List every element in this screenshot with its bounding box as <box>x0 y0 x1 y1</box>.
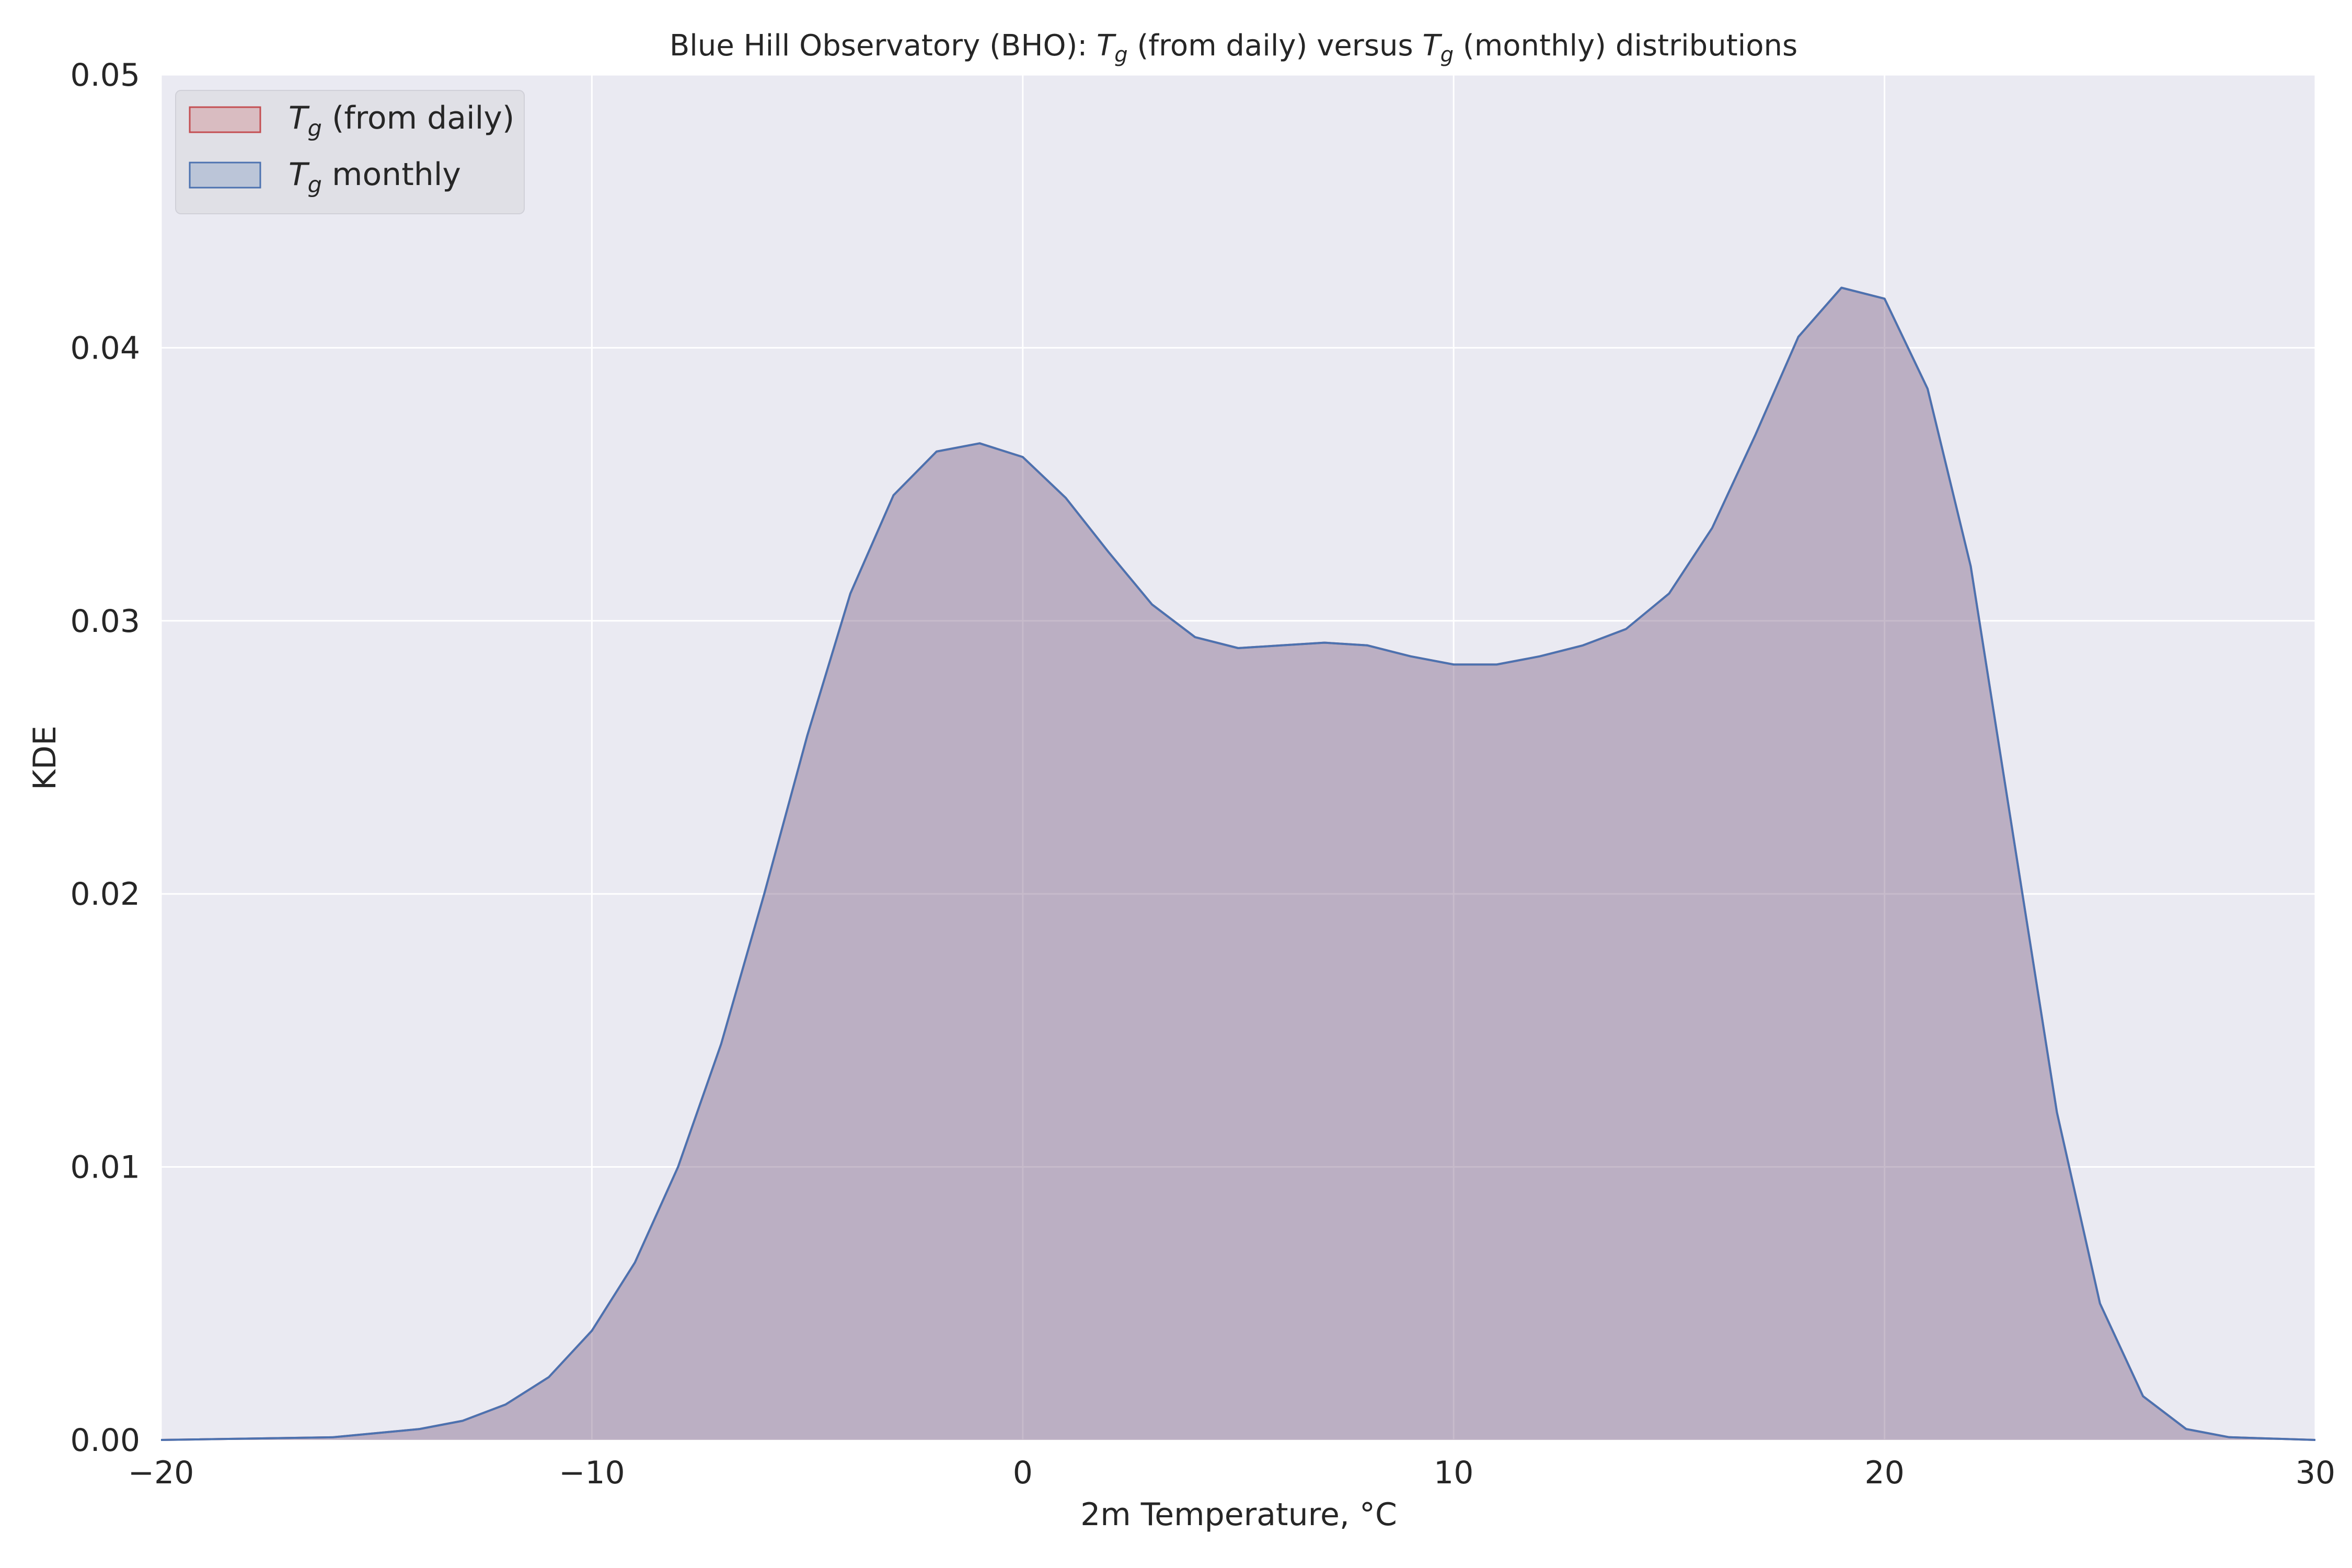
legend-frame <box>175 90 525 214</box>
y-tick-label-0: 0.00 <box>70 1422 140 1459</box>
legend-label-daily: Tg (from daily) <box>289 100 514 142</box>
chart-title: Blue Hill Observatory (BHO): Tg (from da… <box>670 29 1797 67</box>
legend-swatch-daily <box>189 106 261 133</box>
x-tick-label-3: 10 <box>1434 1455 1473 1491</box>
legend-label-monthly: Tg monthly <box>289 156 461 198</box>
kde-line-monthly <box>160 286 2316 1441</box>
y-tick-label-2: 0.02 <box>70 876 140 913</box>
y-axis-ticks: 0.00 0.01 0.02 0.03 0.04 0.05 <box>70 57 140 1459</box>
y-tick-label-4: 0.04 <box>70 330 140 366</box>
x-tick-label-0: −20 <box>128 1455 194 1491</box>
y-tick-label-3: 0.03 <box>70 603 140 640</box>
x-tick-label-2: 0 <box>1013 1455 1033 1491</box>
x-axis-label: 2m Temperature, °C <box>1080 1496 1397 1533</box>
legend-swatch-monthly <box>189 162 261 189</box>
x-axis-ticks: −20 −10 0 10 20 30 <box>128 1455 2335 1491</box>
kde-area-monthly <box>161 287 2315 1440</box>
y-tick-label-5: 0.05 <box>70 57 140 94</box>
plot-area <box>161 75 2315 1440</box>
x-tick-label-4: 20 <box>1864 1455 1904 1491</box>
y-axis-label: KDE <box>27 725 63 790</box>
kde-area-daily <box>161 287 2315 1440</box>
y-tick-label-1: 0.01 <box>70 1149 140 1186</box>
kde-series <box>160 286 2316 1441</box>
legend: Tg (from daily) Tg monthly <box>175 90 525 214</box>
x-tick-label-5: 30 <box>2296 1455 2335 1491</box>
grid-lines <box>160 74 2316 1441</box>
x-tick-label-1: −10 <box>559 1455 625 1491</box>
